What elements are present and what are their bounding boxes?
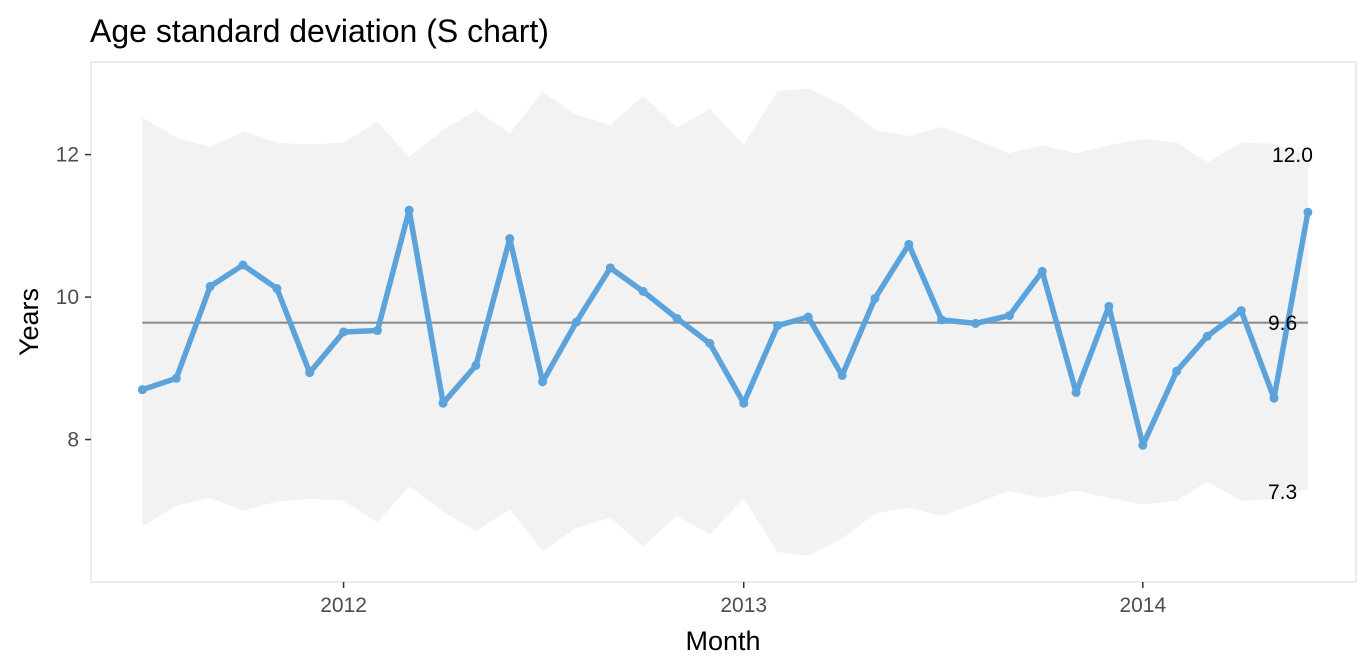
- chart-title: Age standard deviation (S chart): [90, 13, 549, 49]
- upper-limit-label: 12.0: [1272, 144, 1313, 167]
- data-point: [1172, 366, 1182, 376]
- data-point: [739, 398, 749, 408]
- x-tick-label: 2014: [1119, 594, 1166, 617]
- data-point: [1269, 393, 1279, 403]
- data-point: [1202, 331, 1212, 341]
- y-tick-label: 10: [56, 286, 79, 309]
- lower-limit-label: 7.3: [1268, 481, 1297, 504]
- data-point: [1303, 207, 1313, 217]
- data-point: [438, 398, 448, 408]
- series-line: [139, 207, 1311, 448]
- data-point: [1071, 388, 1081, 398]
- data-point: [404, 205, 414, 215]
- data-point: [137, 385, 147, 395]
- data-point: [339, 327, 349, 337]
- data-point: [238, 260, 248, 270]
- data-point: [1037, 266, 1047, 276]
- data-point: [171, 373, 181, 383]
- data-point: [205, 281, 215, 291]
- data-point: [471, 360, 481, 370]
- x-axis-title: Month: [685, 626, 760, 656]
- y-axis: 8 10 12: [56, 144, 91, 452]
- data-point: [571, 317, 581, 327]
- data-point: [1138, 440, 1148, 450]
- data-point: [672, 313, 682, 323]
- data-point: [971, 318, 981, 328]
- y-tick-label: 12: [56, 144, 79, 167]
- data-point: [605, 263, 615, 273]
- data-point: [505, 234, 515, 244]
- x-axis: 2012 2013 2014: [320, 582, 1166, 617]
- x-tick-label: 2013: [720, 594, 767, 617]
- data-point: [1004, 311, 1014, 321]
- data-point: [1104, 301, 1114, 311]
- data-point: [904, 239, 914, 249]
- x-tick-label: 2012: [320, 594, 367, 617]
- plot-panel: [90, 61, 1357, 583]
- data-point: [937, 315, 947, 325]
- data-point: [705, 338, 715, 348]
- data-point: [538, 377, 548, 387]
- data-point: [372, 326, 382, 336]
- data-point: [305, 368, 315, 378]
- data-point: [773, 321, 783, 331]
- center-line-label: 9.6: [1268, 312, 1297, 335]
- data-point: [837, 370, 847, 380]
- y-axis-title: Years: [14, 288, 44, 356]
- panel-border: [90, 61, 1357, 583]
- data-point: [1236, 306, 1246, 316]
- data-point: [870, 293, 880, 303]
- data-point: [272, 284, 282, 294]
- data-point: [638, 286, 648, 296]
- y-tick-label: 8: [67, 429, 79, 452]
- data-point: [803, 312, 813, 322]
